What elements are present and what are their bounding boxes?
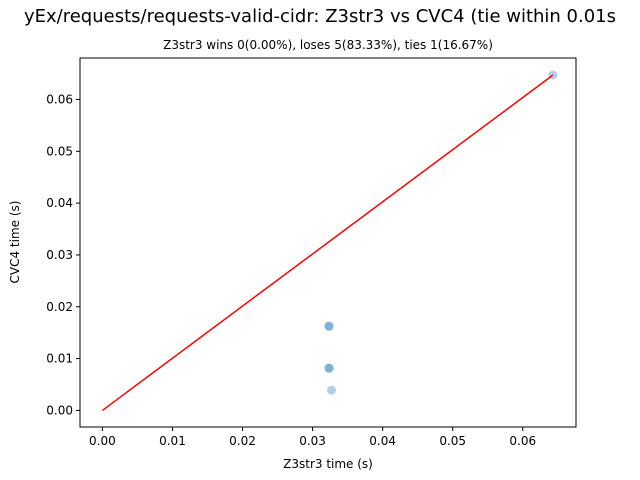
x-tick-label: 0.05 xyxy=(439,434,466,448)
data-point xyxy=(324,363,334,373)
x-tick-label: 0.01 xyxy=(159,434,186,448)
x-tick-label: 0.04 xyxy=(369,434,396,448)
x-tick-label: 0.03 xyxy=(299,434,326,448)
y-tick-label: 0.00 xyxy=(46,403,73,417)
x-tick-label: 0.02 xyxy=(229,434,256,448)
data-point xyxy=(324,363,334,373)
y-tick-label: 0.04 xyxy=(46,196,73,210)
plot-area: 0.00 0.01 0.02 0.03 0.04 0.05 0.06 0.00 0.01 0.02… xyxy=(46,57,577,448)
y-axis-label: CVC4 time (s) xyxy=(8,201,22,284)
x-tick-label: 0.06 xyxy=(509,434,536,448)
y-tick-label: 0.06 xyxy=(46,92,73,106)
data-point xyxy=(324,321,334,331)
x-axis-label: Z3str3 time (s) xyxy=(283,457,373,471)
reference-line xyxy=(101,74,554,412)
y-tick-label: 0.01 xyxy=(46,352,73,366)
chart-subtitle: Z3str3 wins 0(0.00%), loses 5(83.33%), t… xyxy=(163,38,493,52)
y-tick-label: 0.03 xyxy=(46,248,73,262)
x-tick-label: 0.00 xyxy=(89,434,116,448)
axes-frame xyxy=(79,57,577,428)
data-point xyxy=(327,385,337,395)
data-point xyxy=(324,321,334,331)
y-tick-label: 0.02 xyxy=(46,300,73,314)
chart-title: yEx/requests/requests-valid-cidr: Z3str3… xyxy=(24,6,616,27)
y-tick-label: 0.05 xyxy=(46,144,73,158)
